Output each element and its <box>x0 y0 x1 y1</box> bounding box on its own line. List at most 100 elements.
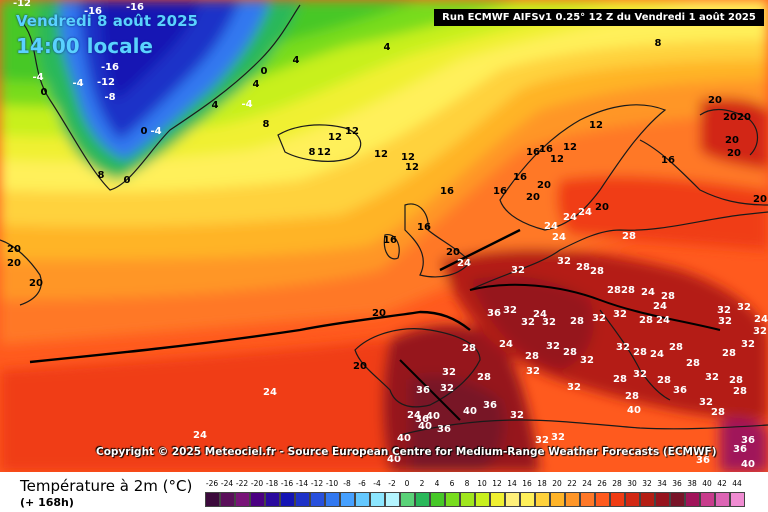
temperature-value: 32 <box>592 313 606 324</box>
scale-swatch <box>640 492 655 507</box>
scale-label: 22 <box>567 479 577 488</box>
temperature-value: 28 <box>711 407 725 418</box>
temperature-value: 36 <box>673 385 687 396</box>
temperature-value: 20 <box>7 258 21 269</box>
temperature-value: 28 <box>661 291 675 302</box>
temperature-value: -4 <box>72 78 83 89</box>
scale-label: -10 <box>325 479 339 488</box>
temperature-value: -4 <box>150 126 161 137</box>
model-run-label: Run ECMWF AIFSv1 0.25° 12 Z du Vendredi … <box>434 9 764 26</box>
temperature-value: 32 <box>440 383 454 394</box>
temperature-value: 36 <box>741 435 755 446</box>
scale-swatch <box>490 492 505 507</box>
temperature-value: 24 <box>533 309 547 320</box>
temperature-value: 36 <box>733 444 747 455</box>
scale-label: 18 <box>537 479 547 488</box>
temperature-value: 32 <box>551 432 565 443</box>
scale-swatch <box>730 492 745 507</box>
temperature-value: 32 <box>526 366 540 377</box>
temperature-value: 32 <box>535 435 549 446</box>
temperature-value: 20 <box>29 278 43 289</box>
scale-swatch <box>235 492 250 507</box>
temperature-value: 28 <box>613 374 627 385</box>
scale-label: -14 <box>295 479 309 488</box>
scale-label: 40 <box>702 479 712 488</box>
scale-swatch <box>220 492 235 507</box>
temperature-value: 28 <box>722 348 736 359</box>
temperature-value: 32 <box>503 305 517 316</box>
color-scale: -26 -24 -22 -20 -18 -16 -14 -12 -10 -8 -6 -4 -2 0 2 4 6 8… <box>204 479 750 509</box>
temperature-value: 28 <box>576 262 590 273</box>
temperature-value: 28 <box>477 372 491 383</box>
scale-label: 24 <box>582 479 592 488</box>
temperature-value: 12 <box>328 132 342 143</box>
scale-swatch <box>505 492 520 507</box>
temperature-value: 32 <box>546 341 560 352</box>
temperature-value: -12 <box>97 77 115 88</box>
scale-label: 12 <box>492 479 502 488</box>
forecast-offset: (+ 168h) <box>20 496 74 509</box>
temperature-value: 28 <box>570 316 584 327</box>
temperature-value: 24 <box>578 207 592 218</box>
scale-swatch <box>340 492 355 507</box>
temperature-value: 32 <box>753 326 767 337</box>
temperature-value: 24 <box>544 221 558 232</box>
temperature-bands <box>0 0 768 472</box>
scale-swatch <box>430 492 445 507</box>
temperature-value: 12 <box>317 147 331 158</box>
temperature-value: 16 <box>526 147 540 158</box>
variable-title: Température à 2m (°C) <box>20 477 193 495</box>
scale-swatch <box>565 492 580 507</box>
temperature-value: 16 <box>539 144 553 155</box>
temperature-value: 4 <box>212 100 219 111</box>
temperature-value: 8 <box>263 119 270 130</box>
scale-swatch <box>400 492 415 507</box>
scale-swatch <box>295 492 310 507</box>
temperature-value: 12 <box>589 120 603 131</box>
temperature-value: 32 <box>557 256 571 267</box>
scale-swatch <box>535 492 550 507</box>
scale-label: 2 <box>419 479 425 488</box>
temperature-value: 40 <box>426 411 440 422</box>
scale-label: 8 <box>464 479 470 488</box>
scale-swatch <box>520 492 535 507</box>
temperature-value: 20 <box>727 148 741 159</box>
temperature-value: 32 <box>717 305 731 316</box>
temperature-value: 32 <box>510 410 524 421</box>
temperature-value: 32 <box>613 309 627 320</box>
temperature-value: 12 <box>405 162 419 173</box>
temperature-value: 32 <box>737 302 751 313</box>
scale-swatch <box>655 492 670 507</box>
temperature-value: 4 <box>293 55 300 66</box>
temperature-value: 28 <box>622 231 636 242</box>
temperature-value: 16 <box>383 235 397 246</box>
temperature-value: 24 <box>650 349 664 360</box>
temperature-value: 28 <box>525 351 539 362</box>
temperature-value: -16 <box>84 6 102 17</box>
temperature-value: 16 <box>417 222 431 233</box>
temperature-value: 20 <box>372 308 386 319</box>
temperature-value: 12 <box>563 142 577 153</box>
temperature-value: 28 <box>733 386 747 397</box>
scale-swatch <box>280 492 295 507</box>
temperature-value: 28 <box>639 315 653 326</box>
scale-swatch <box>325 492 340 507</box>
temperature-value: 28 <box>686 358 700 369</box>
scale-label: -26 <box>205 479 219 488</box>
temperature-value: -4 <box>241 99 252 110</box>
scale-label: 36 <box>672 479 682 488</box>
temperature-value: 40 <box>418 421 432 432</box>
scale-swatch <box>475 492 490 507</box>
scale-label: 0 <box>404 479 410 488</box>
temperature-value: 20 <box>526 192 540 203</box>
temperature-value: 32 <box>705 372 719 383</box>
scale-swatch <box>625 492 640 507</box>
temperature-value: 12 <box>345 126 359 137</box>
scale-swatch <box>700 492 715 507</box>
temperature-map: -12 -16 -16 -16 -12 -8 -4 -4 0 0 4 4 4 8 -4 4 0 -4 8 8 0 12 12… <box>0 0 768 472</box>
scale-label: 20 <box>552 479 562 488</box>
temperature-value: 28 <box>729 375 743 386</box>
scale-label: -4 <box>373 479 381 488</box>
temperature-value: 32 <box>542 317 556 328</box>
